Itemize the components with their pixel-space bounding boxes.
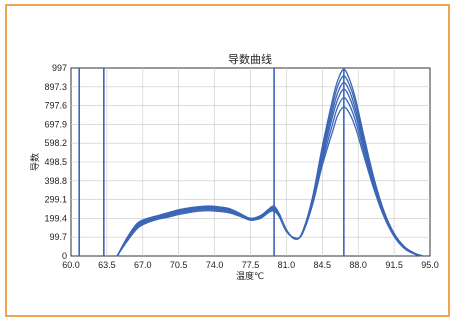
y-tick-label: 897.3 (44, 82, 67, 92)
x-tick-label: 67.0 (134, 260, 152, 270)
x-tick-label: 60.0 (62, 260, 80, 270)
y-tick-label: 299.1 (44, 195, 67, 205)
y-tick-label: 797.6 (44, 101, 67, 111)
y-tick-label: 199.4 (44, 213, 67, 223)
x-tick-label: 81.0 (278, 260, 296, 270)
y-tick-label: 99.7 (49, 232, 67, 242)
x-tick-label: 95.0 (421, 260, 439, 270)
x-tick-label: 74.0 (206, 260, 224, 270)
chart-title: 导数曲线 (228, 52, 272, 66)
x-tick-label: 88.0 (349, 260, 367, 270)
grid-lines (71, 68, 430, 256)
series-line (116, 106, 423, 257)
y-tick-label: 598.2 (44, 138, 67, 148)
x-tick-label: 70.5 (170, 260, 188, 270)
x-tick-labels: 60.0 63.5 67.0 70.5 74.0 77.5 81.0 84.5 88.0 91.5… (62, 260, 439, 270)
y-tick-label: 0 (62, 251, 67, 261)
series-lines (116, 68, 424, 257)
x-tick-label: 84.5 (314, 260, 332, 270)
y-tick-labels: 0 99.7 199.4 299.1 398.8 498.5 598.2 697.9 797.6… (44, 63, 67, 261)
x-tick-label: 77.5 (242, 260, 260, 270)
x-tick-label: 91.5 (385, 260, 403, 270)
vertical-marker-lines (78, 68, 345, 256)
y-tick-label: 697.9 (44, 119, 67, 129)
y-tick-label: 498.5 (44, 157, 67, 167)
x-axis-label: 温度℃ (236, 270, 264, 281)
x-tick-label: 63.5 (98, 260, 116, 270)
y-axis-label: 导数 (29, 153, 40, 171)
y-tick-label: 997 (52, 63, 67, 73)
y-tick-label: 398.8 (44, 176, 67, 186)
